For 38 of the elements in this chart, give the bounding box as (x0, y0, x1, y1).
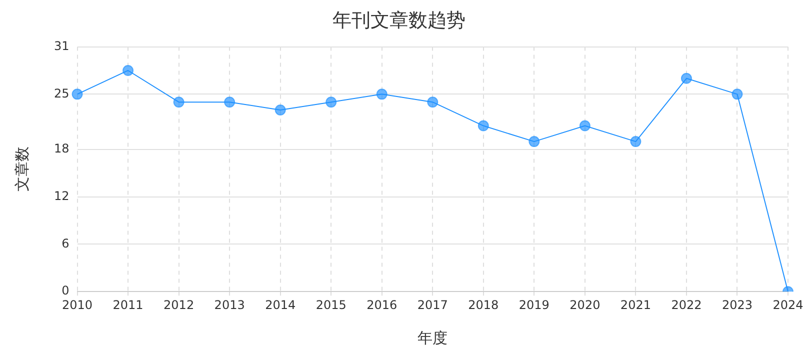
y-tick-label: 12 (54, 188, 70, 203)
point (427, 96, 438, 108)
point (579, 120, 590, 132)
point (680, 72, 692, 84)
x-tick-label: 2012 (164, 298, 194, 312)
point (72, 88, 83, 100)
x-axis-title: 年度 (418, 328, 448, 347)
x-tick-label: 2019 (518, 298, 550, 312)
x-tick-label: 2018 (468, 298, 499, 312)
x-tick-label: 2016 (366, 298, 398, 312)
point (173, 96, 184, 108)
point (326, 96, 337, 108)
x-tick-label: 2013 (214, 298, 245, 312)
x-tick-label: 2021 (620, 298, 651, 312)
y-tick-label: 31 (54, 38, 70, 53)
x-tick-label: 2022 (671, 298, 702, 312)
point (122, 64, 134, 76)
x-tick-label: 2014 (265, 298, 296, 312)
x-tick-label: 2017 (417, 298, 448, 312)
y-axis-title: 文章数 (12, 146, 31, 192)
point (478, 120, 489, 132)
x-tick-label: 2023 (722, 298, 753, 312)
x-tick-label: 2010 (62, 298, 93, 312)
y-tick-label: 0 (62, 284, 70, 298)
point (528, 136, 540, 148)
point (376, 88, 388, 100)
y-tick-label: 18 (54, 142, 70, 156)
x-tick-label: 2024 (772, 298, 804, 312)
point (224, 96, 236, 108)
x-tick-label: 2015 (316, 298, 346, 312)
y-tick-label: 25 (54, 86, 70, 100)
y-tick-label: 6 (62, 236, 70, 250)
x-tick-label: 2020 (570, 298, 600, 312)
chart-title: 年刊文章数趋势 (332, 9, 466, 32)
point (732, 88, 743, 100)
x-tick-label: 2011 (112, 298, 144, 312)
point (274, 104, 286, 116)
point (630, 136, 642, 148)
